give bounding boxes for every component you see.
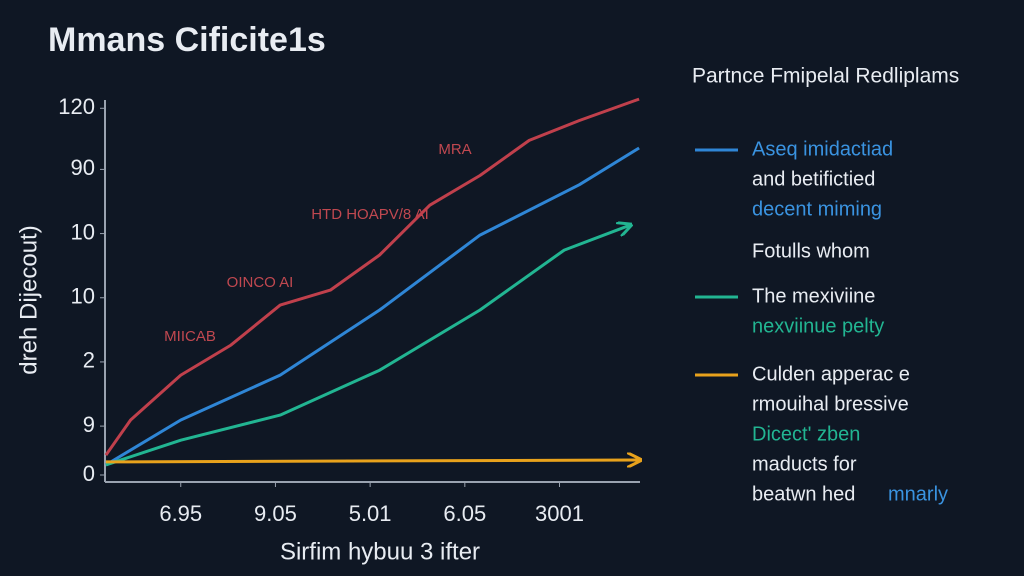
- series-line: [105, 146, 640, 467]
- legend-entry: Culden apperac e: [752, 363, 910, 385]
- legend-note: Fotulls whom: [752, 240, 870, 262]
- legend-entry: The mexiviine: [752, 285, 875, 307]
- legend-title: Partnce Fmipelal Redliplams: [692, 65, 959, 88]
- legend-note: maducts for: [752, 453, 857, 475]
- legend-note: Dicect' zben: [752, 423, 860, 445]
- x-tick-label: 6.95: [159, 501, 202, 526]
- y-tick-label: 120: [58, 94, 95, 119]
- series-line: [104, 97, 640, 456]
- legend-note: and betifictied: [752, 168, 875, 190]
- y-tick-label: 9: [83, 412, 95, 437]
- y-tick-label: 10: [71, 284, 95, 309]
- annotation: MRA: [438, 141, 471, 158]
- chart-title: Mmans Cificite1s: [48, 21, 326, 59]
- legend-entry: Aseq imidactiad: [752, 138, 893, 160]
- legend-note: nexviinue pelty: [752, 315, 884, 337]
- legend-note: beatwn hed: [752, 483, 855, 505]
- annotation: MIICAB: [164, 328, 216, 345]
- y-tick-label: 0: [83, 461, 95, 486]
- x-tick-label: 6.05: [443, 501, 486, 526]
- legend-note: rmouihal bressive: [752, 393, 909, 415]
- y-tick-label: 10: [71, 219, 95, 244]
- x-axis-label: Sirfim hybuu 3 ifter: [280, 538, 480, 565]
- x-tick-label: 5.01: [349, 501, 392, 526]
- legend-note: mnarly: [888, 483, 948, 505]
- annotation: HTD HOAPV/8 AI: [311, 206, 429, 223]
- y-tick-label: 2: [83, 348, 95, 373]
- legend-note: decent miming: [752, 198, 882, 220]
- series-line: [105, 460, 639, 462]
- series-line: [105, 225, 630, 467]
- annotation: OINCO AI: [227, 274, 294, 291]
- y-tick-label: 90: [71, 155, 95, 180]
- x-tick-label: 3001: [535, 501, 584, 526]
- y-axis-label: dreh Dijecout): [15, 225, 42, 374]
- x-tick-label: 9.05: [254, 501, 297, 526]
